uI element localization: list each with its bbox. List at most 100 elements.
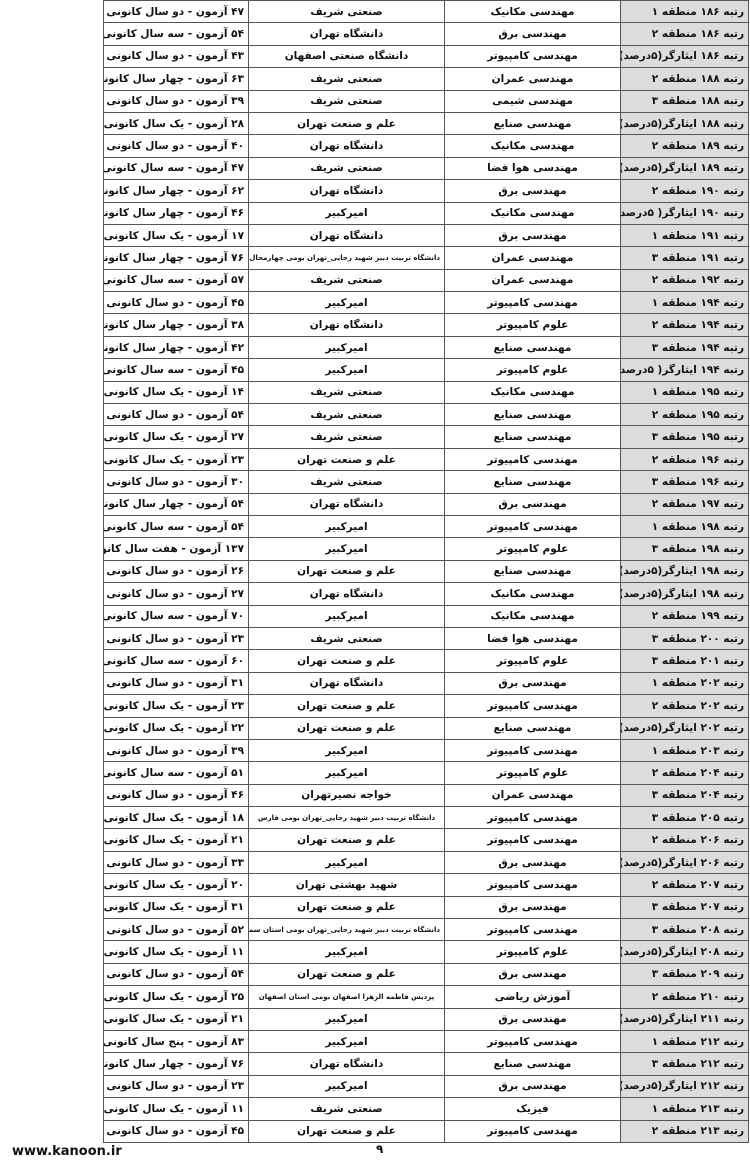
table-row: رتبه ۱۹۸ منطقه ۳ علوم کامپیوتر امیرکبیر ۱۳۷… [103, 537, 749, 561]
table-row: رتبه ۱۹۵ منطقه ۱ مهندسی مکانیک صنعتی شریف ۱… [103, 380, 749, 405]
university-cell: دانشگاه تهران [248, 671, 445, 696]
major-cell: مهندسی صنایع [444, 559, 621, 584]
university-cell: دانشگاه تهران [248, 179, 445, 203]
exams-cell: ۲۸ آزمون - یک سال کانونی [103, 111, 249, 136]
exams-cell: ۵۱ آزمون - سه سال کانونی [103, 761, 249, 785]
rank-cell: رتبه ۱۸۶ منطقه ۱ [620, 0, 749, 24]
table-row: رتبه ۱۸۶ ایثارگر(۵درصد) مهندسی کامپیوتر دا… [103, 44, 749, 69]
exams-cell: ۴۶ آزمون - دو سال کانونی [103, 783, 249, 808]
table-row: رتبه ۲۰۴ منطقه ۲ علوم کامپیوتر امیرکبیر ۵۱ … [103, 761, 749, 785]
rank-cell: رتبه ۲۰۴ منطقه ۳ [620, 783, 749, 808]
results-table: رتبه ۱۸۶ منطقه ۱ مهندسی مکانیک صنعتی شریف ۴… [103, 0, 749, 1143]
university-cell: علم و صنعت تهران [248, 895, 445, 920]
rank-cell: رتبه ۱۸۸ منطقه ۳ [620, 89, 749, 113]
exams-cell: ۲۶ آزمون - دو سال کانونی [103, 559, 249, 584]
major-cell: مهندسی هوا فضا [444, 626, 621, 651]
rank-cell: رتبه ۲۰۶ ایثارگر(۵درصد) [620, 850, 749, 875]
rank-cell: رتبه ۱۸۸ منطقه ۲ [620, 67, 749, 91]
exams-cell: ۱۱ آزمون - یک سال کانونی [103, 1097, 249, 1121]
exams-cell: ۶۲ آزمون - چهار سال کانونی [103, 179, 249, 203]
major-cell: مهندسی برق [444, 492, 621, 516]
university-cell: دانشگاه تهران [248, 223, 445, 248]
exams-cell: ۵۴ آزمون - دو سال کانونی [103, 403, 249, 427]
major-cell: مهندسی کامپیوتر [444, 694, 621, 718]
exams-cell: ۱۸ آزمون - یک سال کانونی [103, 806, 249, 830]
table-row: رتبه ۱۹۶ منطقه ۳ مهندسی صنایع صنعتی شریف ۳۰… [103, 470, 749, 494]
exams-cell: ۲۲ آزمون - یک سال کانونی [103, 716, 249, 740]
exams-cell: ۴۵ آزمون - سه سال کانونی [103, 358, 249, 382]
rank-cell: رتبه ۲۰۵ منطقه ۳ [620, 806, 749, 830]
major-cell: مهندسی برق [444, 22, 621, 46]
table-row: رتبه ۱۹۰ منطقه ۲ مهندسی برق دانشگاه تهران ۶… [103, 179, 749, 203]
table-row: رتبه ۲۰۴ منطقه ۳ مهندسی عمران خواجه نصیرته… [103, 783, 749, 808]
university-cell: دانشگاه صنعتی اصفهان [248, 44, 445, 69]
major-cell: مهندسی صنایع [444, 403, 621, 427]
table-row: رتبه ۲۰۲ منطقه ۱ مهندسی برق دانشگاه تهران ۳… [103, 671, 749, 696]
major-cell: مهندسی کامپیوتر [444, 291, 621, 315]
major-cell: مهندسی کامپیوتر [444, 738, 621, 763]
rank-cell: رتبه ۲۰۸ ایثارگر(۵درصد) [620, 940, 749, 964]
table-row: رتبه ۲۰۷ منطقه ۲ مهندسی کامپیوتر شهید بهشت… [103, 873, 749, 897]
rank-cell: رتبه ۲۰۶ منطقه ۲ [620, 828, 749, 852]
major-cell: مهندسی صنایع [444, 470, 621, 494]
table-row: رتبه ۱۸۶ منطقه ۱ مهندسی مکانیک صنعتی شریف ۴… [103, 0, 749, 24]
table-row: رتبه ۲۱۲ منطقه ۱ مهندسی کامپیوتر امیرکبیر ۸… [103, 1029, 749, 1054]
exams-cell: ۵۴ آزمون - سه سال کانونی [103, 514, 249, 539]
table-row: رتبه ۱۹۶ منطقه ۲ مهندسی کامپیوتر علم و صنع… [103, 447, 749, 472]
exams-cell: ۲۱ آزمون - یک سال کانونی [103, 828, 249, 852]
university-cell: خواجه نصیرتهران [248, 783, 445, 808]
table-row: رتبه ۱۹۴ منطقه ۱ مهندسی کامپیوتر امیرکبیر ۴… [103, 291, 749, 315]
university-cell: صنعتی شریف [248, 1097, 445, 1121]
university-cell: علم و صنعت تهران [248, 716, 445, 740]
rank-cell: رتبه ۲۰۹ منطقه ۳ [620, 962, 749, 987]
table-row: رتبه ۱۹۴ منطقه ۲ علوم کامپیوتر دانشگاه تهر… [103, 313, 749, 337]
rank-cell: رتبه ۱۹۸ ایثارگر(۵درصد) [620, 559, 749, 584]
major-cell: مهندسی برق [444, 962, 621, 987]
university-cell: دانشگاه تهران [248, 22, 445, 46]
table-row: رتبه ۲۰۸ ایثارگر(۵درصد) علوم کامپیوتر امیر… [103, 940, 749, 964]
major-cell: مهندسی عمران [444, 268, 621, 293]
major-cell: مهندسی برق [444, 179, 621, 203]
university-cell: امیرکبیر [248, 514, 445, 539]
university-cell: امیرکبیر [248, 1007, 445, 1031]
page-number: ۹ [376, 1142, 384, 1156]
table-row: رتبه ۲۰۹ منطقه ۳ مهندسی برق علم و صنعت تهر… [103, 962, 749, 987]
rank-cell: رتبه ۱۹۴ منطقه ۳ [620, 335, 749, 360]
major-cell: مهندسی صنایع [444, 716, 621, 740]
exams-cell: ۳۸ آزمون - چهار سال کانونی [103, 313, 249, 337]
exams-cell: ۳۱ آزمون - یک سال کانونی [103, 895, 249, 920]
university-cell: دانشگاه تربیت دبیر شهید رجایی_تهران بومی… [248, 246, 445, 270]
exams-cell: ۲۵ آزمون - یک سال کانونی [103, 985, 249, 1009]
university-cell: صنعتی شریف [248, 425, 445, 449]
university-cell: علم و صنعت تهران [248, 828, 445, 852]
university-cell: صنعتی شریف [248, 268, 445, 293]
university-cell: پردیس فاطمه الزهرا اصفهان بومی استان اصف… [248, 985, 445, 1009]
rank-cell: رتبه ۱۹۱ منطقه ۳ [620, 246, 749, 270]
website: www.kanoon.ir [12, 1144, 122, 1159]
major-cell: علوم کامپیوتر [444, 940, 621, 964]
university-cell: علم و صنعت تهران [248, 694, 445, 718]
rank-cell: رتبه ۲۰۴ منطقه ۲ [620, 761, 749, 785]
rank-cell: رتبه ۱۸۹ منطقه ۲ [620, 134, 749, 158]
university-cell: امیرکبیر [248, 738, 445, 763]
university-cell: دانشگاه تربیت دبیر شهید رجایی_تهران بومی… [248, 918, 445, 942]
exams-cell: ۲۳ آزمون - یک سال کانونی [103, 447, 249, 472]
university-cell: امیرکبیر [248, 940, 445, 964]
table-row: رتبه ۱۹۸ ایثارگر(۵درصد) مهندسی صنایع علم و… [103, 559, 749, 584]
exams-cell: ۲۳ آزمون - دو سال کانونی [103, 626, 249, 651]
table-row: رتبه ۱۸۹ ایثارگر(۵درصد) مهندسی هوا فضا صنع… [103, 156, 749, 181]
table-body: رتبه ۱۸۶ منطقه ۱ مهندسی مکانیک صنعتی شریف ۴… [103, 0, 749, 1143]
rank-cell: رتبه ۱۹۸ ایثارگر(۵درصد) [620, 582, 749, 606]
exams-cell: ۴۶ آزمون - چهار سال کانونی [103, 201, 249, 225]
rank-cell: رتبه ۱۹۴ منطقه ۱ [620, 291, 749, 315]
exams-cell: ۶۳ آزمون - چهار سال کانونی [103, 67, 249, 91]
table-row: رتبه ۲۰۰ منطقه ۳ مهندسی هوا فضا صنعتی شریف… [103, 626, 749, 651]
exams-cell: ۵۴ آزمون - دو سال کانونی [103, 962, 249, 987]
rank-cell: رتبه ۱۹۴ منطقه ۲ [620, 313, 749, 337]
table-row: رتبه ۱۹۱ منطقه ۳ مهندسی عمران دانشگاه تربی… [103, 246, 749, 270]
exams-cell: ۸۳ آزمون - پنج سال کانونی [103, 1029, 249, 1054]
exams-cell: ۵۲ آزمون - دو سال کانونی [103, 918, 249, 942]
major-cell: مهندسی مکانیک [444, 134, 621, 158]
rank-cell: رتبه ۲۰۷ منطقه ۲ [620, 873, 749, 897]
table-row: رتبه ۱۸۸ منطقه ۳ مهندسی شیمی صنعتی شریف ۳۹ … [103, 89, 749, 113]
